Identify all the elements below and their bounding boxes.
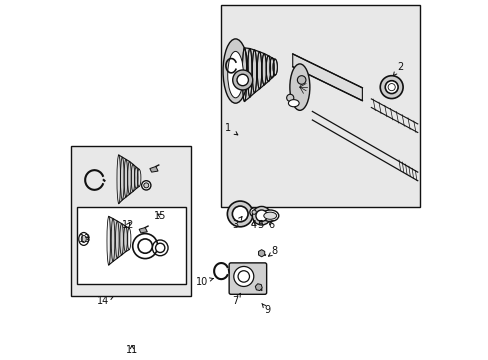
Polygon shape — [149, 166, 158, 172]
Text: 6: 6 — [268, 220, 274, 230]
Circle shape — [142, 181, 151, 190]
Text: 3: 3 — [232, 217, 242, 230]
Polygon shape — [119, 155, 139, 203]
Text: 15: 15 — [154, 211, 166, 221]
Ellipse shape — [255, 210, 267, 221]
Polygon shape — [139, 228, 147, 233]
Bar — [71, 146, 190, 296]
Ellipse shape — [252, 206, 270, 225]
Circle shape — [251, 210, 256, 214]
Text: 2: 2 — [393, 63, 402, 76]
Ellipse shape — [227, 201, 253, 227]
Ellipse shape — [232, 206, 247, 222]
Text: 14: 14 — [97, 296, 113, 306]
Ellipse shape — [232, 70, 252, 90]
Ellipse shape — [380, 76, 402, 99]
Text: 10: 10 — [195, 277, 213, 287]
Ellipse shape — [79, 233, 88, 246]
Polygon shape — [292, 54, 362, 101]
Bar — [77, 207, 185, 284]
Circle shape — [249, 208, 258, 216]
Ellipse shape — [138, 239, 152, 253]
Bar — [221, 5, 419, 207]
Ellipse shape — [233, 266, 253, 287]
Ellipse shape — [289, 64, 309, 111]
FancyBboxPatch shape — [229, 263, 266, 294]
Ellipse shape — [261, 210, 278, 221]
Ellipse shape — [288, 100, 299, 107]
Text: 9: 9 — [262, 303, 270, 315]
Ellipse shape — [81, 235, 86, 243]
Text: 5: 5 — [257, 220, 263, 230]
Ellipse shape — [237, 74, 248, 86]
Ellipse shape — [385, 81, 397, 94]
Ellipse shape — [263, 212, 276, 219]
Ellipse shape — [223, 39, 247, 103]
Circle shape — [286, 94, 293, 102]
Circle shape — [387, 84, 394, 91]
Ellipse shape — [155, 243, 164, 252]
Ellipse shape — [238, 271, 249, 282]
Text: 1: 1 — [225, 123, 237, 135]
Text: 4: 4 — [250, 220, 256, 230]
Text: 11: 11 — [125, 345, 138, 355]
Text: 8: 8 — [268, 247, 277, 256]
Polygon shape — [108, 216, 129, 265]
Ellipse shape — [227, 51, 243, 98]
Text: 7: 7 — [232, 293, 240, 306]
Text: 12: 12 — [122, 220, 134, 230]
Polygon shape — [244, 48, 275, 102]
Text: 13: 13 — [79, 234, 91, 244]
Circle shape — [297, 76, 305, 84]
Circle shape — [143, 183, 148, 188]
